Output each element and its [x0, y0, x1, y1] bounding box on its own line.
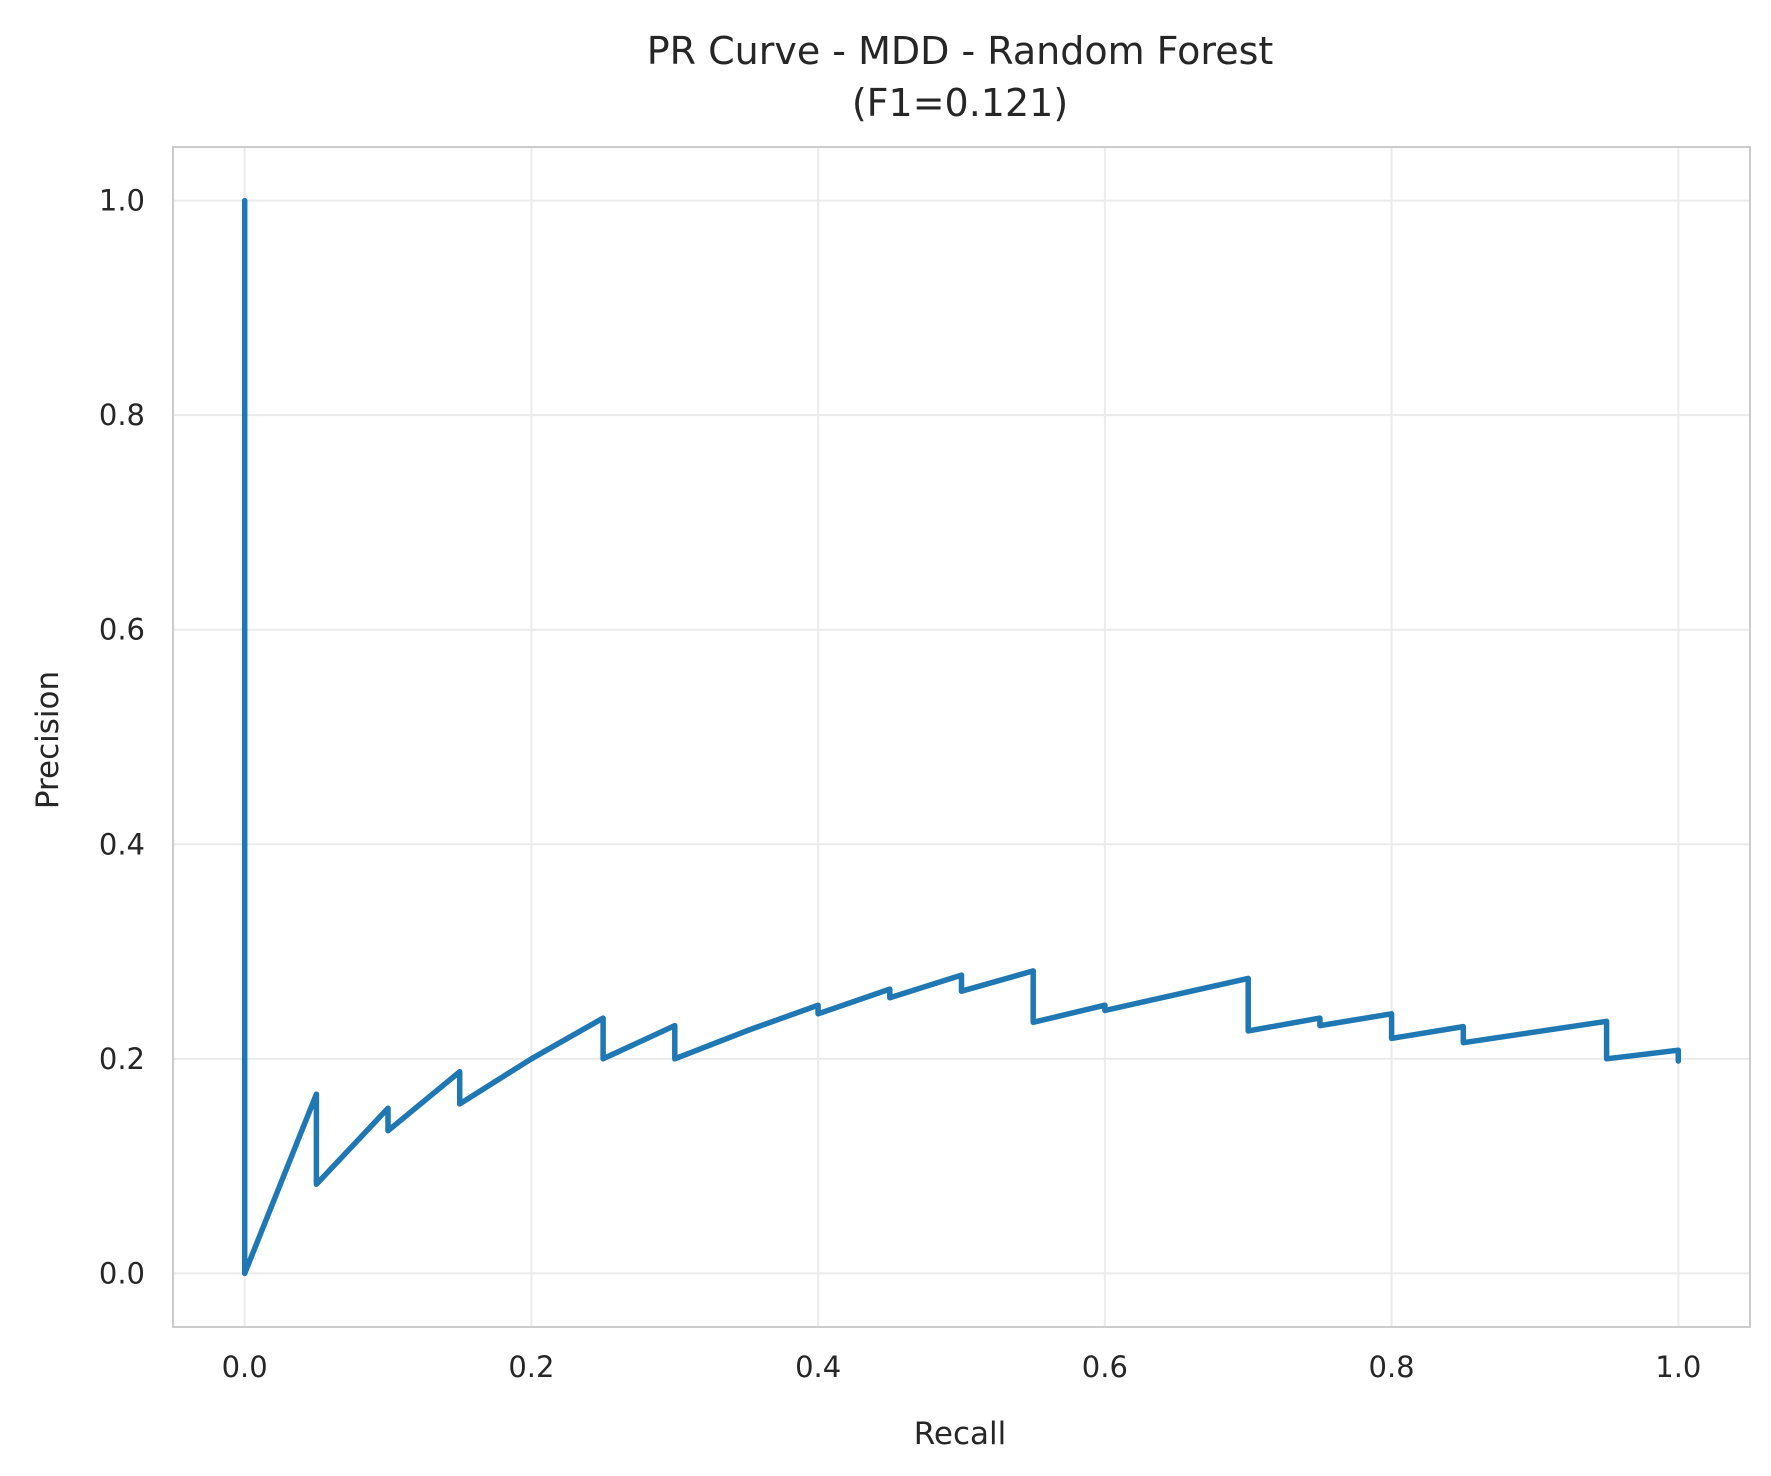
x-tick-label: 0.6	[1082, 1350, 1128, 1384]
y-tick-label: 0.0	[99, 1256, 145, 1290]
grid-layer	[173, 147, 1750, 1327]
y-tick-label: 1.0	[99, 184, 145, 218]
series-layer	[241, 197, 1682, 1277]
y-axis-label: Precision	[30, 671, 66, 809]
x-tick-label: 0.4	[795, 1350, 841, 1384]
x-tick-label: 0.8	[1369, 1350, 1415, 1384]
x-tick-label: 0.2	[508, 1350, 554, 1384]
chart-title-line1: PR Curve - MDD - Random Forest	[647, 29, 1274, 73]
y-tick-label: 0.4	[99, 827, 145, 861]
plot-frame	[172, 146, 1751, 1328]
x-tick-label: 0.0	[222, 1350, 268, 1384]
pr-curve-line	[241, 197, 1682, 1277]
x-axis-label: Recall	[914, 1416, 1007, 1452]
tick-layer: 0.0 0.2 0.4 0.6 0.8 1.0 0.0 0.2 0.4 0.6 0.8 1.0	[99, 184, 1702, 1384]
x-tick-label: 1.0	[1655, 1350, 1701, 1384]
y-tick-label: 0.2	[99, 1042, 145, 1076]
chart-title-line2: (F1=0.121)	[852, 81, 1068, 125]
y-tick-label: 0.6	[99, 613, 145, 647]
y-tick-label: 0.8	[99, 398, 145, 432]
